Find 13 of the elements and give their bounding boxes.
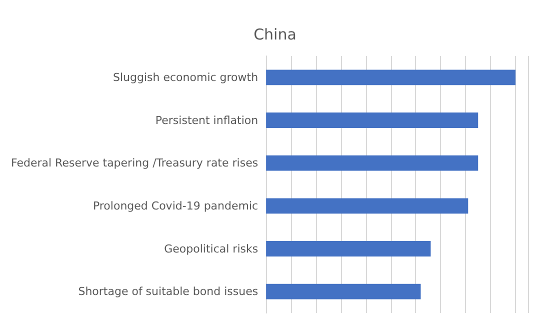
- bar: [266, 112, 478, 128]
- y-tick-label: Persistent inflation: [155, 114, 258, 127]
- y-tick-label: Prolonged Covid-19 pandemic: [92, 199, 258, 212]
- bar: [266, 155, 478, 171]
- y-tick-label: Shortage of suitable bond issues: [78, 285, 258, 298]
- y-tick-label: Federal Reserve tapering /Treasury rate rises: [10, 156, 258, 170]
- bar: [266, 198, 468, 214]
- chart-title: China: [254, 26, 296, 44]
- bar: [266, 70, 516, 86]
- bar: [266, 241, 431, 256]
- y-tick-label: Sluggish economic growth: [113, 70, 258, 84]
- y-tick-label: Geopolitical risks: [164, 242, 258, 256]
- bar: [266, 284, 421, 300]
